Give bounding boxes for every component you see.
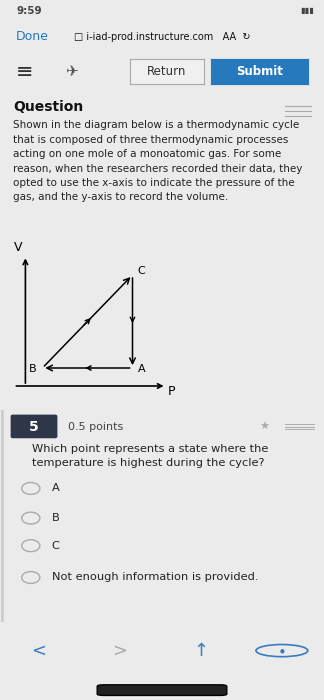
Text: Shown in the diagram below is a thermodynamic cycle
that is composed of three th: Shown in the diagram below is a thermody…: [13, 120, 302, 202]
Text: Return: Return: [147, 65, 187, 78]
FancyBboxPatch shape: [11, 415, 57, 438]
Text: >: >: [112, 642, 127, 659]
Text: 5: 5: [29, 419, 39, 433]
Text: P: P: [168, 385, 176, 398]
Text: 0.5 points: 0.5 points: [68, 421, 123, 431]
Text: <: <: [31, 642, 46, 659]
Text: B: B: [29, 365, 36, 374]
Text: Question: Question: [13, 100, 83, 114]
Text: A: A: [52, 484, 60, 494]
Text: Which point represents a state where the
temperature is highest during the cycle: Which point represents a state where the…: [32, 444, 269, 468]
Text: ★: ★: [259, 421, 269, 431]
Text: □ i-iad-prod.instructure.com   AA  ↻: □ i-iad-prod.instructure.com AA ↻: [74, 32, 250, 42]
Text: ↑: ↑: [193, 642, 208, 659]
Text: ●: ●: [280, 648, 284, 653]
Text: ✈: ✈: [65, 64, 77, 79]
FancyBboxPatch shape: [97, 685, 227, 695]
Text: B: B: [52, 513, 60, 523]
Text: Done: Done: [16, 31, 49, 43]
Text: A: A: [138, 365, 145, 374]
Text: ▮▮▮: ▮▮▮: [300, 6, 314, 15]
Text: C: C: [138, 265, 145, 276]
Text: V: V: [14, 241, 22, 254]
Text: Submit: Submit: [236, 65, 283, 78]
Text: ≡: ≡: [16, 62, 34, 81]
Text: Not enough information is provided.: Not enough information is provided.: [52, 573, 258, 582]
Text: C: C: [52, 540, 60, 551]
Text: 9:59: 9:59: [16, 6, 42, 16]
